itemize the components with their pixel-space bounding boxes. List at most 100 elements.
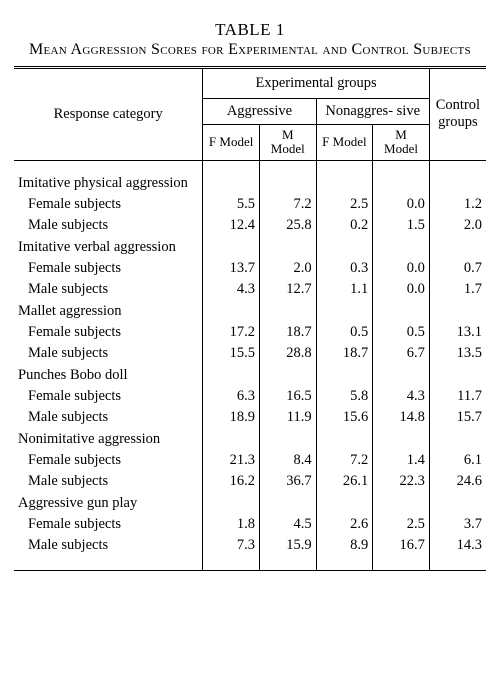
spacer-row xyxy=(14,556,486,571)
data-cell: 14.8 xyxy=(373,407,430,428)
row-label: Female subjects xyxy=(14,322,203,343)
header-response-category: Response category xyxy=(14,68,203,161)
category-row: Punches Bobo doll xyxy=(14,364,486,386)
header-non-f-model: F Model xyxy=(316,125,373,161)
empty-cell xyxy=(316,428,373,450)
category-row: Mallet aggression xyxy=(14,300,486,322)
category-row: Imitative verbal aggression xyxy=(14,236,486,258)
data-cell: 13.5 xyxy=(429,343,486,364)
data-cell: 2.6 xyxy=(316,514,373,535)
category-label: Punches Bobo doll xyxy=(14,364,203,386)
data-cell: 0.5 xyxy=(373,322,430,343)
data-cell: 16.2 xyxy=(203,471,260,492)
table-caption: Mean Aggression Scores for Experimental … xyxy=(14,40,486,60)
row-label: Female subjects xyxy=(14,386,203,407)
row-label: Female subjects xyxy=(14,514,203,535)
data-row: Female subjects21.38.47.21.46.1 xyxy=(14,450,486,471)
empty-cell xyxy=(316,236,373,258)
table-body: Imitative physical aggressionFemale subj… xyxy=(14,160,486,570)
empty-cell xyxy=(316,300,373,322)
data-cell: 0.7 xyxy=(429,258,486,279)
data-cell: 2.5 xyxy=(316,194,373,215)
data-cell: 12.4 xyxy=(203,215,260,236)
data-cell: 8.9 xyxy=(316,535,373,556)
empty-cell xyxy=(259,160,316,194)
empty-cell xyxy=(203,236,260,258)
category-label: Imitative verbal aggression xyxy=(14,236,203,258)
data-cell: 21.3 xyxy=(203,450,260,471)
data-cell: 1.8 xyxy=(203,514,260,535)
data-cell: 2.5 xyxy=(373,514,430,535)
empty-cell xyxy=(429,236,486,258)
data-cell: 0.0 xyxy=(373,279,430,300)
header-aggressive: Aggressive xyxy=(203,99,316,125)
data-row: Female subjects1.84.52.62.53.7 xyxy=(14,514,486,535)
data-cell: 11.9 xyxy=(259,407,316,428)
data-cell: 14.3 xyxy=(429,535,486,556)
data-cell: 8.4 xyxy=(259,450,316,471)
empty-cell xyxy=(373,236,430,258)
empty-cell xyxy=(203,160,260,194)
data-cell: 1.2 xyxy=(429,194,486,215)
data-cell: 6.3 xyxy=(203,386,260,407)
data-cell: 13.1 xyxy=(429,322,486,343)
category-label: Mallet aggression xyxy=(14,300,203,322)
empty-cell xyxy=(373,160,430,194)
empty-cell xyxy=(203,300,260,322)
category-label: Nonimitative aggression xyxy=(14,428,203,450)
data-row: Female subjects6.316.55.84.311.7 xyxy=(14,386,486,407)
data-cell: 4.5 xyxy=(259,514,316,535)
data-cell: 11.7 xyxy=(429,386,486,407)
data-cell: 7.2 xyxy=(259,194,316,215)
empty-cell xyxy=(316,160,373,194)
data-cell: 4.3 xyxy=(373,386,430,407)
header-non-m-model: M Model xyxy=(373,125,430,161)
data-cell: 18.7 xyxy=(259,322,316,343)
empty-cell xyxy=(316,364,373,386)
data-row: Male subjects4.312.71.10.01.7 xyxy=(14,279,486,300)
data-cell: 6.1 xyxy=(429,450,486,471)
row-label: Male subjects xyxy=(14,279,203,300)
empty-cell xyxy=(259,428,316,450)
data-cell: 7.3 xyxy=(203,535,260,556)
data-cell: 2.0 xyxy=(259,258,316,279)
data-cell: 6.7 xyxy=(373,343,430,364)
row-label: Male subjects xyxy=(14,343,203,364)
data-cell: 36.7 xyxy=(259,471,316,492)
data-cell: 18.9 xyxy=(203,407,260,428)
data-row: Male subjects7.315.98.916.714.3 xyxy=(14,535,486,556)
data-cell: 5.8 xyxy=(316,386,373,407)
row-label: Female subjects xyxy=(14,258,203,279)
data-cell: 4.3 xyxy=(203,279,260,300)
header-control-groups: Control groups xyxy=(429,68,486,161)
header-agg-f-model: F Model xyxy=(203,125,260,161)
row-label: Male subjects xyxy=(14,407,203,428)
data-cell: 25.8 xyxy=(259,215,316,236)
data-row: Female subjects5.57.22.50.01.2 xyxy=(14,194,486,215)
data-cell: 16.5 xyxy=(259,386,316,407)
data-cell: 12.7 xyxy=(259,279,316,300)
data-row: Male subjects15.528.818.76.713.5 xyxy=(14,343,486,364)
empty-cell xyxy=(373,428,430,450)
data-cell: 0.3 xyxy=(316,258,373,279)
data-cell: 22.3 xyxy=(373,471,430,492)
table-label: TABLE 1 xyxy=(14,20,486,40)
empty-cell xyxy=(203,364,260,386)
data-cell: 0.2 xyxy=(316,215,373,236)
data-cell: 28.8 xyxy=(259,343,316,364)
data-cell: 17.2 xyxy=(203,322,260,343)
empty-cell xyxy=(429,428,486,450)
data-cell: 16.7 xyxy=(373,535,430,556)
data-cell: 15.6 xyxy=(316,407,373,428)
data-cell: 26.1 xyxy=(316,471,373,492)
row-label: Female subjects xyxy=(14,194,203,215)
empty-cell xyxy=(429,492,486,514)
data-cell: 1.7 xyxy=(429,279,486,300)
data-cell: 3.7 xyxy=(429,514,486,535)
empty-cell xyxy=(259,364,316,386)
header-agg-m-model: M Model xyxy=(259,125,316,161)
data-cell: 15.7 xyxy=(429,407,486,428)
category-row: Imitative physical aggression xyxy=(14,160,486,194)
data-cell: 2.0 xyxy=(429,215,486,236)
data-cell: 0.5 xyxy=(316,322,373,343)
